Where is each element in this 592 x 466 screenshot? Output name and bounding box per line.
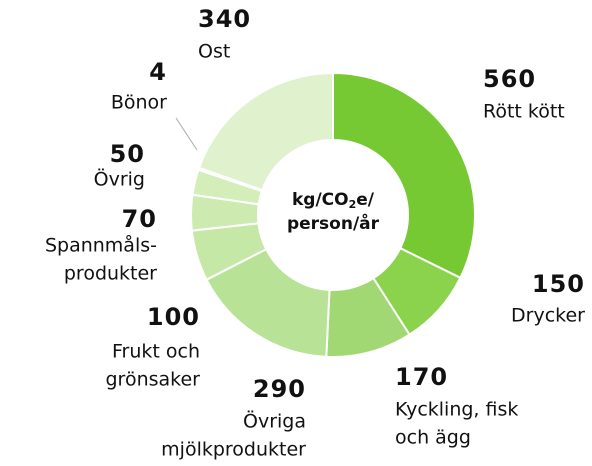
value-label: 170 — [395, 363, 448, 391]
category-label: produkter — [64, 263, 157, 285]
category-label: grönsaker — [106, 369, 201, 391]
category-label: Drycker — [511, 305, 585, 327]
category-label: Bönor — [111, 92, 167, 114]
center-label: kg/CO2e/ — [292, 190, 375, 211]
category-label: Ost — [198, 41, 230, 63]
category-label: Kyckling, fisk — [395, 399, 518, 421]
slice — [332, 71, 476, 280]
slice — [205, 247, 331, 358]
leader-line — [175, 117, 198, 151]
value-label: 290 — [253, 375, 306, 403]
category-label: och ägg — [395, 427, 471, 449]
category-label: mjölkprodukter — [161, 439, 306, 461]
category-label: Rött kött — [483, 101, 565, 123]
value-label: 560 — [483, 65, 536, 93]
value-label: 340 — [198, 5, 251, 33]
value-label: 50 — [110, 140, 145, 168]
category-label: Frukt och — [112, 341, 200, 363]
center-text: kg/CO — [292, 190, 349, 210]
center-text: e/ — [356, 190, 375, 210]
center-subscript: 2 — [349, 198, 357, 211]
category-label: Övrig — [94, 168, 145, 191]
value-label: 4 — [149, 58, 167, 86]
value-label: 70 — [122, 205, 157, 233]
category-label: Spannmåls- — [45, 234, 157, 257]
center-label: person/år — [287, 212, 380, 234]
value-label: 100 — [147, 303, 200, 331]
slice — [197, 71, 334, 192]
value-label: 150 — [532, 270, 585, 298]
category-label: Övriga — [243, 410, 306, 433]
slices — [190, 71, 476, 358]
